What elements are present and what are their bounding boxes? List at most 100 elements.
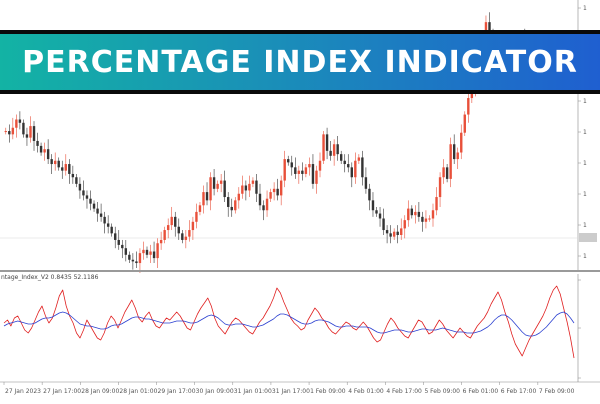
candle-body — [304, 167, 308, 174]
candle — [75, 173, 78, 188]
candle-body — [75, 177, 78, 184]
candle-body — [283, 159, 286, 181]
indicator-slow-line — [3, 311, 575, 337]
candle-body — [452, 144, 456, 160]
indicator-label: ntage_Index_V2 0.8435 52.1186 — [1, 274, 99, 281]
candle-body — [308, 164, 311, 168]
candle-body — [181, 233, 184, 240]
candle-body — [117, 239, 120, 245]
candle-body — [301, 170, 304, 174]
candle — [68, 159, 71, 184]
candle — [149, 244, 152, 264]
candle — [131, 253, 135, 270]
candle-body — [25, 134, 29, 138]
candle — [36, 132, 39, 153]
candle — [290, 155, 293, 176]
candle-body — [103, 216, 106, 224]
time-tick-label: 6 Feb 17:00 — [501, 388, 537, 395]
candle-body — [36, 140, 39, 146]
candle-body — [145, 249, 149, 255]
candle-body — [287, 159, 290, 163]
candle — [181, 230, 184, 244]
time-tick-label: 4 Feb 01:00 — [348, 388, 384, 395]
candle — [460, 124, 463, 160]
candle-body — [484, 22, 488, 34]
candle — [170, 206, 173, 231]
panel-separator — [0, 270, 600, 272]
candle — [304, 164, 308, 178]
candle-body — [85, 195, 89, 199]
candle-body — [435, 197, 438, 211]
candle — [89, 190, 92, 211]
candle-body — [177, 226, 180, 234]
candle-body — [191, 221, 195, 231]
candle-body — [258, 193, 262, 206]
candle-body — [431, 210, 435, 219]
candle — [29, 116, 32, 143]
candle — [138, 248, 142, 273]
candle-body — [163, 230, 166, 240]
title-banner: PERCENTAGE INDEX INDICATOR — [0, 30, 600, 94]
candle — [216, 180, 219, 193]
candle-body — [78, 183, 82, 191]
current-price-marker — [579, 233, 597, 242]
candle — [421, 211, 424, 232]
candle-body — [15, 119, 18, 128]
candle — [407, 200, 410, 227]
time-tick-label: 27 Jan 2023 — [5, 388, 41, 395]
candle — [46, 139, 50, 165]
candle-body — [361, 157, 364, 178]
candle — [347, 154, 350, 173]
candle-body — [223, 180, 226, 198]
candle-body — [205, 192, 209, 201]
candle — [71, 165, 75, 184]
time-tick-label: 28 Jan 09:00 — [81, 388, 119, 395]
candle — [442, 159, 445, 184]
candle — [64, 154, 67, 176]
price-tick-label: 1 — [583, 160, 587, 167]
candle — [117, 230, 120, 250]
candle — [135, 251, 138, 268]
candle-body — [424, 218, 428, 222]
candle-body — [339, 154, 343, 161]
candle — [361, 150, 364, 186]
candle — [452, 134, 456, 165]
candle — [43, 142, 46, 161]
candle-body — [71, 173, 75, 178]
candle-body — [142, 249, 145, 254]
candle-body — [248, 183, 251, 191]
candle-body — [61, 167, 64, 171]
time-tick-label: 7 Feb 09:00 — [539, 388, 575, 395]
candle-body — [276, 188, 279, 196]
candle — [467, 91, 470, 123]
price-tick-label: 1 — [583, 5, 587, 12]
candle-body — [50, 159, 53, 165]
candle — [85, 190, 89, 209]
indicator-panel-bg — [0, 274, 578, 382]
candle — [403, 215, 406, 239]
candle — [329, 140, 332, 161]
candle — [92, 200, 96, 212]
candle — [191, 216, 195, 240]
time-tick-label: 4 Feb 17:00 — [386, 388, 422, 395]
candle — [202, 185, 205, 214]
candle — [96, 202, 99, 222]
candle-body — [159, 239, 163, 244]
candle-body — [347, 164, 350, 168]
candle — [354, 152, 357, 184]
candle-body — [11, 127, 15, 135]
candle-body — [265, 198, 269, 211]
candle — [99, 203, 103, 222]
candle — [400, 218, 403, 240]
candle-body — [135, 261, 138, 264]
candle — [364, 167, 368, 194]
candle-body — [262, 205, 265, 211]
candle-body — [297, 170, 301, 174]
candle-body — [131, 259, 135, 262]
candle-body — [241, 185, 244, 194]
candle-body — [329, 150, 332, 156]
candle — [219, 173, 223, 193]
candle — [392, 228, 396, 240]
candle-body — [364, 177, 368, 189]
candle-body — [403, 220, 406, 229]
